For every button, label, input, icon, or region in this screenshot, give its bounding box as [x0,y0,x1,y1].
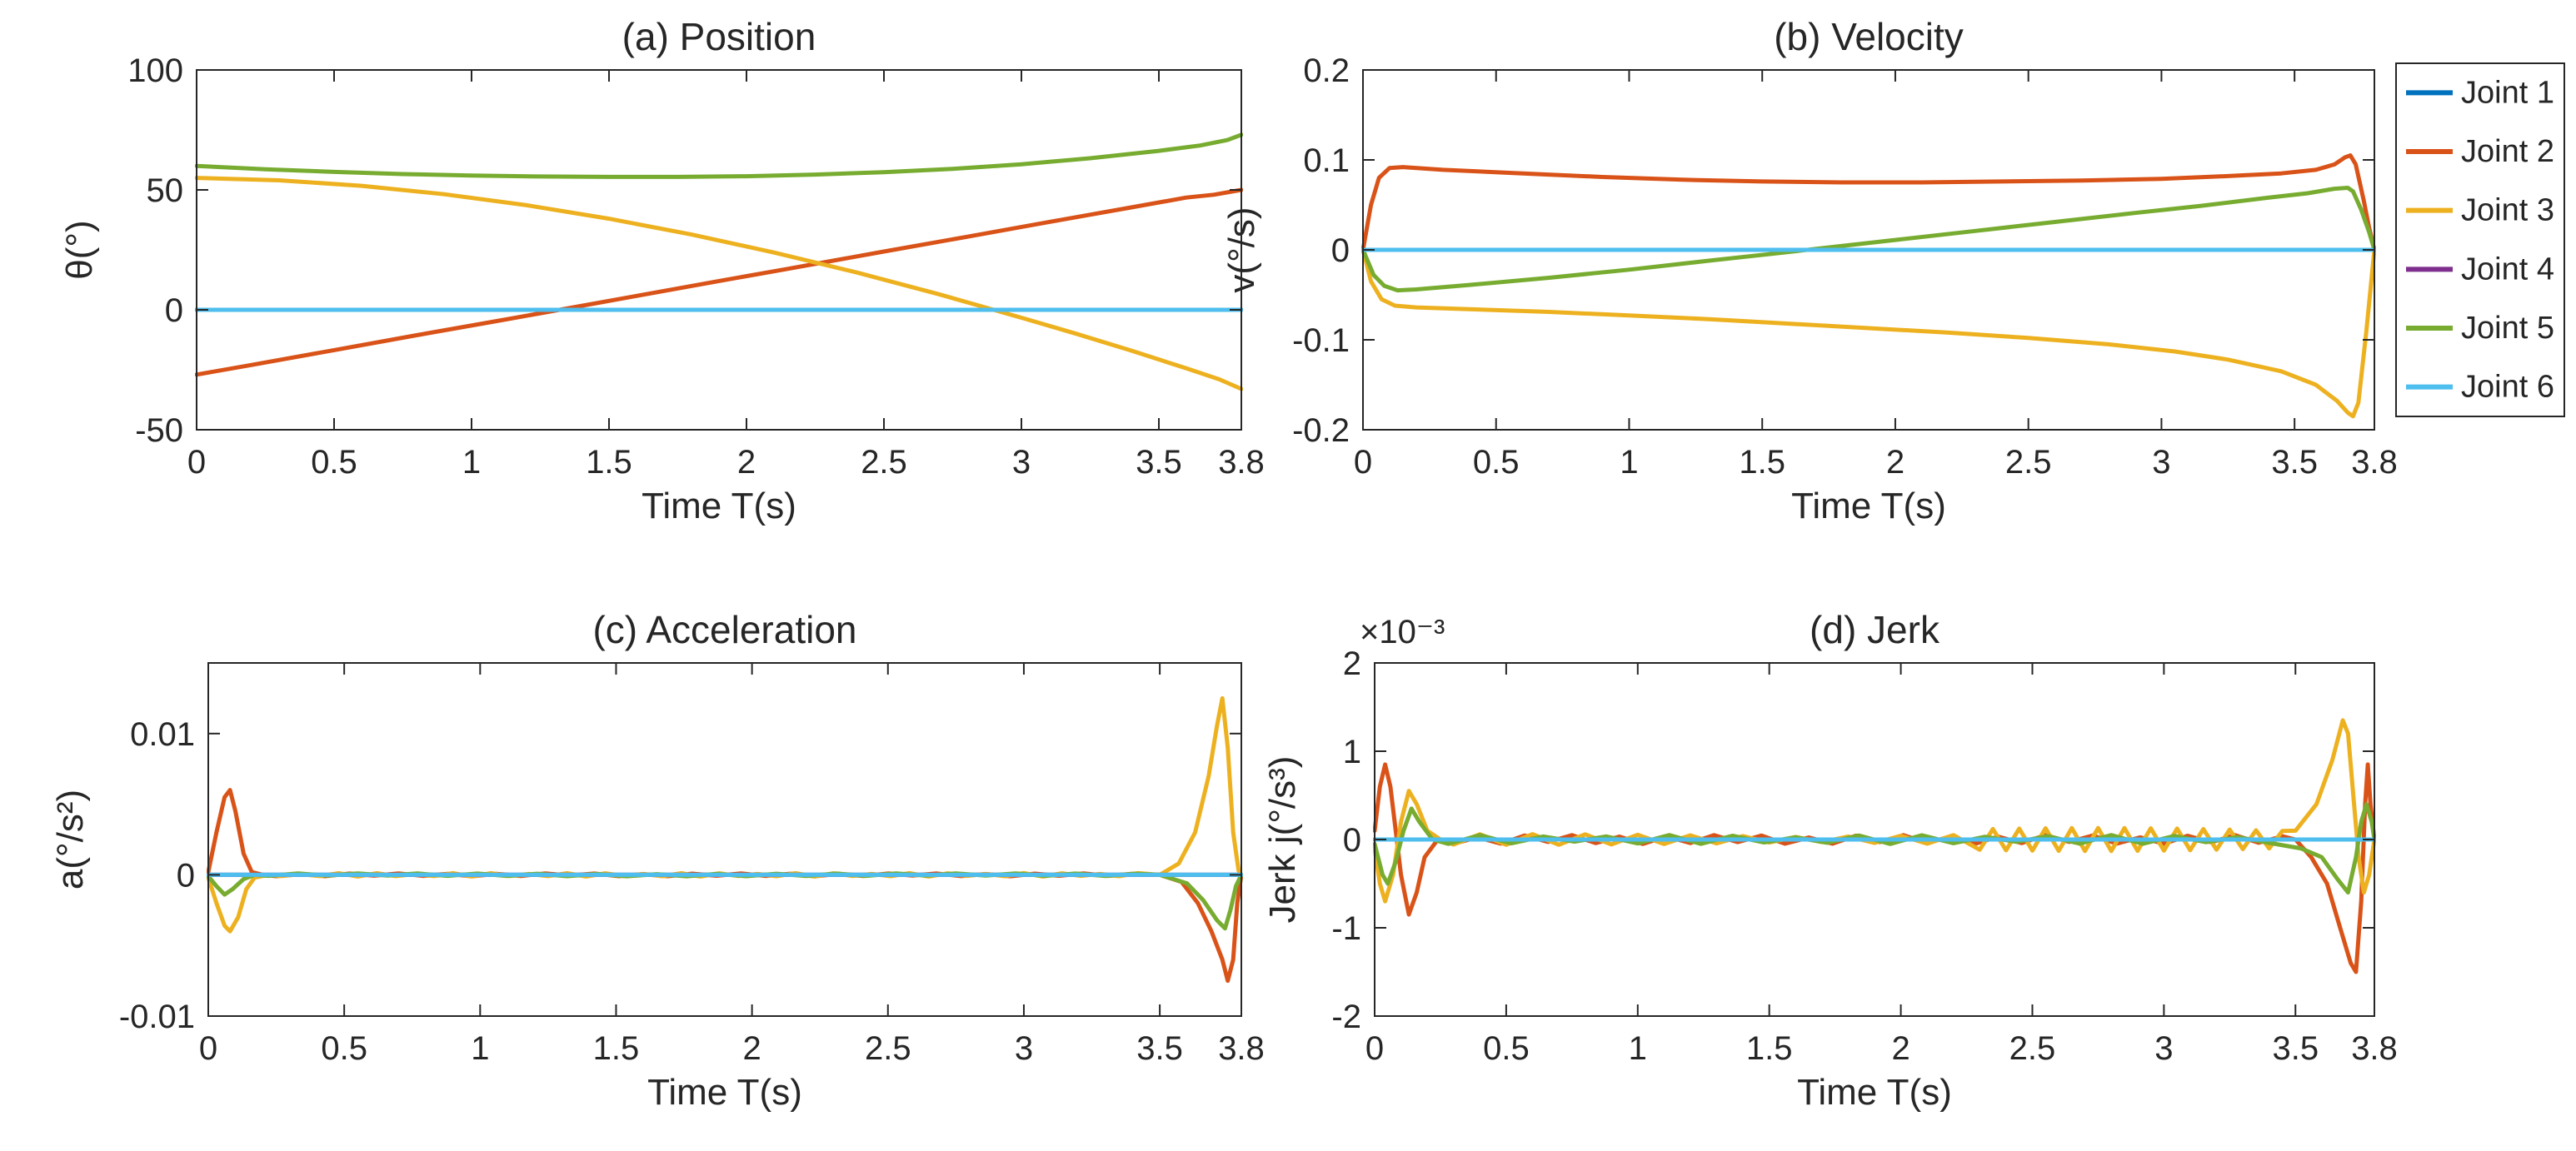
y-tick-label: 0.01 [130,716,195,753]
x-tick-label: 0.5 [311,444,357,481]
series-line-joint-2 [1361,153,2376,252]
x-tick-label: 2 [737,444,756,481]
y-axis-label: Jerk j(°/s³) [1262,756,1303,924]
y-tick-label: -0.2 [1292,412,1350,449]
chart-jerk: 0 0.5 1 1.5 2 2.5 3 3.5 3.8 -2 -1 0 1 2 (d) Jerk Time T… [1262,608,2398,1113]
x-tick-label: 2.5 [2009,1030,2056,1067]
x-tick-label: 2.5 [2005,444,2052,481]
x-tick-label: 2 [1886,444,1905,481]
y-tick-label: 0 [1343,822,1361,859]
x-tick-label: 1.5 [593,1030,640,1067]
y-tick-label: 50 [147,172,184,209]
chart-title-acceleration: (c) Acceleration [592,608,856,651]
x-tick-label: 1.5 [1746,1030,1793,1067]
axes-box [196,69,1242,431]
x-tick-label: 3 [2152,444,2170,481]
y-multiplier-label: ×10⁻³ [1360,614,1445,650]
x-tick-label: 0.5 [1473,444,1520,481]
legend-label: Joint 2 [2461,134,2554,169]
x-tick-label: 3.5 [2272,1030,2319,1067]
x-tick-label: 1 [1629,1030,1647,1067]
x-tick-label: 2.5 [865,1030,911,1067]
x-axis-label: Time T(s) [1791,486,1946,526]
chart-velocity: 0 0.5 1 1.5 2 2.5 3 3.5 3.8 -0.2 -0.1 0 0.1 0.2 (b) Ve… [1221,15,2398,526]
legend-item-joint-6: Joint 6 [2406,370,2554,405]
x-tick-label: 2.5 [861,444,907,481]
x-tick-label: 0.5 [1483,1030,1530,1067]
y-tick-label: 0.2 [1303,52,1350,89]
x-tick-label: 1 [462,444,481,481]
x-tick-label: 0.5 [321,1030,367,1067]
x-tick-label: 3.5 [1136,1030,1183,1067]
legend-box [2395,62,2565,417]
legend-item-joint-4: Joint 4 [2406,252,2554,287]
x-tick-label: 3.8 [2351,444,2398,481]
x-tick-label: 3 [1015,1030,1033,1067]
x-tick-label: 0 [1365,1030,1384,1067]
series-group-jerk [1373,718,2376,974]
x-tick-label: 0 [1354,444,1372,481]
legend: Joint 1 Joint 2 Joint 3 Joint 4 Joint 5 Joint… [2395,62,2565,417]
y-axis-label: v(°/s) [1221,207,1262,292]
series-line-joint-2 [195,187,1243,377]
legend-label: Joint 4 [2461,252,2554,287]
legend-item-joint-2: Joint 2 [2406,134,2554,169]
chart-title-jerk: (d) Jerk [1810,608,1940,651]
y-tick-label: 100 [127,52,183,89]
legend-label: Joint 3 [2461,193,2554,228]
x-tick-label: 3.8 [1218,444,1265,481]
legend-item-joint-5: Joint 5 [2406,311,2554,346]
series-group-position [195,132,1243,391]
series-group-acceleration [207,695,1243,984]
axes-box [207,662,1242,1017]
y-tick-label: 0 [177,857,195,894]
y-tick-label: 2 [1343,645,1361,682]
y-tick-label: 1 [1343,734,1361,770]
legend-label: Joint 6 [2461,370,2554,405]
series-line-joint-5 [1361,186,2376,293]
y-tick-label: -2 [1331,999,1361,1035]
x-tick-label: 3 [2154,1030,2173,1067]
x-tick-label: 3.5 [1136,444,1182,481]
x-tick-label: 0 [187,444,206,481]
x-tick-label: 3.5 [2271,444,2318,481]
series-line-joint-3 [195,176,1243,391]
y-tick-label: 0.1 [1303,142,1350,179]
legend-item-joint-1: Joint 1 [2406,75,2554,110]
x-axis-label: Time T(s) [642,486,796,526]
series-line-joint-5 [195,132,1243,179]
x-tick-label: 2 [1891,1030,1910,1067]
x-tick-label: 1 [1620,444,1638,481]
x-tick-label: 0 [199,1030,217,1067]
y-tick-label: 0 [1331,232,1350,269]
x-tick-label: 1 [471,1030,489,1067]
y-tick-label: 0 [165,292,183,329]
legend-item-joint-3: Joint 3 [2406,193,2554,228]
x-tick-label: 1.5 [586,444,632,481]
x-tick-label: 3.8 [1218,1030,1265,1067]
y-axis-label: a(°/s²) [50,790,91,889]
y-tick-label: -0.1 [1292,322,1350,359]
chart-title-velocity: (b) Velocity [1774,15,1964,58]
y-axis-label: θ(°) [59,220,100,279]
x-tick-label: 1.5 [1739,444,1785,481]
x-axis-label: Time T(s) [1797,1072,1952,1113]
series-group-velocity [1361,153,2376,419]
y-tick-label: -50 [135,412,183,449]
x-tick-label: 2 [743,1030,761,1067]
chart-title-position: (a) Position [622,15,816,58]
y-tick-label: -1 [1331,910,1361,947]
legend-label: Joint 5 [2461,311,2554,346]
x-tick-label: 3.8 [2351,1030,2398,1067]
legend-label: Joint 1 [2461,75,2554,110]
series-line-joint-3 [1361,247,2376,419]
y-tick-label: -0.01 [119,999,195,1035]
x-tick-label: 3 [1012,444,1031,481]
x-axis-label: Time T(s) [647,1072,802,1113]
